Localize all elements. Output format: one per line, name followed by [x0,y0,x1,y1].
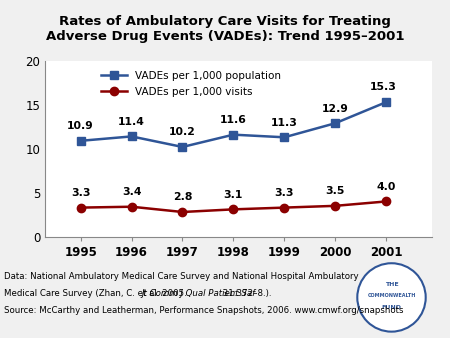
Text: THE: THE [385,282,398,287]
Text: 10.9: 10.9 [67,121,94,131]
Text: Source: McCarthy and Leatherman, Performance Snapshots, 2006. www.cmwf.org/snaps: Source: McCarthy and Leatherman, Perform… [4,306,404,315]
Text: 3.3: 3.3 [71,188,90,198]
Circle shape [357,263,426,332]
Text: Medical Care Survey (Zhan, C. et al. 2005.: Medical Care Survey (Zhan, C. et al. 200… [4,289,190,298]
Text: 2.8: 2.8 [173,192,192,202]
Legend: VADEs per 1,000 population, VADEs per 1,000 visits: VADEs per 1,000 population, VADEs per 1,… [97,66,285,101]
Text: Data: National Ambulatory Medical Care Survey and National Hospital Ambulatory: Data: National Ambulatory Medical Care S… [4,272,359,281]
Text: Rates of Ambulatory Care Visits for Treating
Adverse Drug Events (VADEs): Trend : Rates of Ambulatory Care Visits for Trea… [46,15,404,43]
Text: 3.5: 3.5 [325,186,345,196]
Text: 10.2: 10.2 [169,127,196,137]
Text: COMMONWEALTH: COMMONWEALTH [367,293,416,298]
Text: 12.9: 12.9 [322,103,349,114]
Text: 4.0: 4.0 [377,182,396,192]
Text: 11.6: 11.6 [220,115,247,125]
Text: Jt Comm J Qual Patient Saf: Jt Comm J Qual Patient Saf [142,289,256,298]
Text: 11.4: 11.4 [118,117,145,127]
Text: 3.1: 3.1 [224,190,243,200]
Text: 3.3: 3.3 [274,188,294,198]
Text: FUND: FUND [382,305,401,310]
Text: 3.4: 3.4 [122,187,141,197]
Text: 11.3: 11.3 [271,118,298,127]
Text: 15.3: 15.3 [370,82,397,92]
Text: 31:372–8.).: 31:372–8.). [220,289,272,298]
